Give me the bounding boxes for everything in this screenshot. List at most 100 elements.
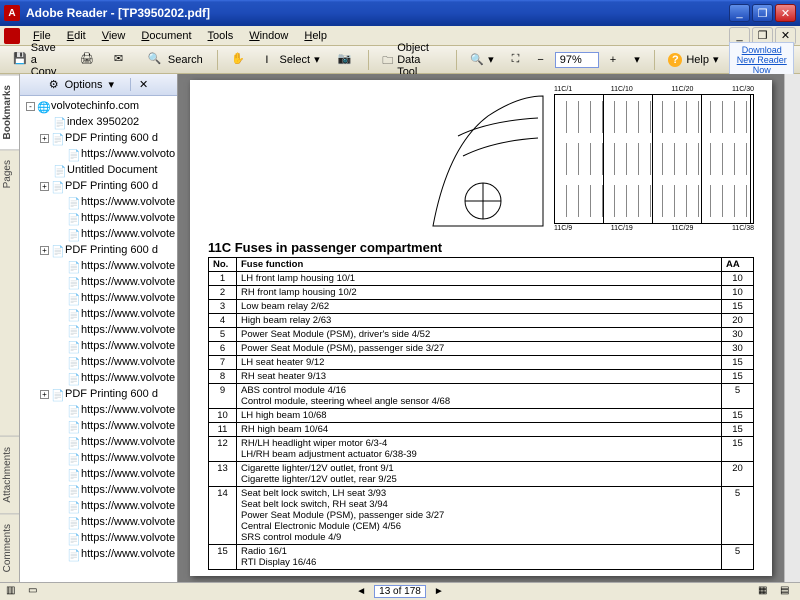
tree-item[interactable]: 📄https://www.volvoto (22, 146, 175, 162)
next-page-button[interactable]: ► (434, 586, 444, 597)
expand-icon[interactable]: + (40, 390, 49, 399)
tree-item[interactable]: 📄https://www.volvotec (22, 402, 175, 418)
menu-tools[interactable]: Tools (201, 28, 241, 44)
vertical-scrollbar[interactable] (784, 74, 800, 582)
tab-comments[interactable]: Comments (0, 513, 19, 582)
zoom-drop-button[interactable]: ▾ (627, 49, 647, 71)
menu-edit[interactable]: Edit (60, 28, 93, 44)
cell-no: 4 (209, 314, 237, 328)
separator (456, 50, 457, 70)
separator (368, 50, 369, 70)
search-button[interactable]: 🔍Search (141, 49, 210, 71)
tab-pages[interactable]: Pages (0, 149, 19, 198)
zoom-out-button[interactable]: − (530, 49, 550, 71)
select-tool-button[interactable]: I Select▾ (258, 49, 326, 71)
tree-item[interactable]: 📄https://www.volvotec (22, 546, 175, 562)
save-copy-button[interactable]: 💾Save a Copy (6, 49, 69, 71)
cell-aa: 5 (722, 384, 754, 409)
table-row: 5Power Seat Module (PSM), driver's side … (209, 328, 754, 342)
tree-item[interactable]: 📄https://www.volvotec (22, 258, 175, 274)
tree-item[interactable]: 📄https://www.volvotec (22, 306, 175, 322)
cell-aa: 15 (722, 423, 754, 437)
zoom-input[interactable] (555, 52, 599, 68)
cell-fn: LH high beam 10/68 (237, 409, 722, 423)
zoom-plus-button[interactable]: + (603, 49, 623, 71)
bookmarks-tree[interactable]: -🌐volvotechinfo.com📄index 3950202+📄PDF P… (20, 96, 177, 582)
tree-item[interactable]: 📄https://www.volvotec (22, 514, 175, 530)
menu-view[interactable]: View (95, 28, 133, 44)
view-mode-icon[interactable]: ▦ (758, 585, 772, 599)
tree-item[interactable]: 📄https://www.volvotec (22, 450, 175, 466)
cell-no: 5 (209, 328, 237, 342)
table-row: 10LH high beam 10/6815 (209, 409, 754, 423)
snapshot-button[interactable]: 📷 (331, 49, 361, 71)
help-button[interactable]: ?Help▾ (661, 49, 725, 71)
bookmark-icon: 📄 (51, 132, 63, 144)
tree-label: https://www.volvotec (81, 258, 175, 274)
tree-item[interactable]: +📄PDF Printing 600 d (22, 130, 175, 146)
tree-item[interactable]: 📄https://www.volvotec (22, 322, 175, 338)
tree-label: https://www.volvotec (81, 402, 175, 418)
tree-item[interactable]: 📄https://www.volvotec (22, 354, 175, 370)
zoom-in-button[interactable]: 🔍▾ (463, 49, 500, 71)
expand-icon[interactable]: + (40, 134, 49, 143)
bookmark-icon: 📄 (67, 500, 79, 512)
table-row: 1LH front lamp housing 10/110 (209, 272, 754, 286)
minimize-button[interactable]: _ (729, 4, 750, 22)
bookmark-icon: 📄 (67, 276, 79, 288)
tree-item[interactable]: +📄PDF Printing 600 d (22, 386, 175, 402)
collapse-pane-button[interactable]: ✕ (130, 78, 148, 91)
tree-item[interactable]: 📄https://www.volvotec (22, 498, 175, 514)
tree-item[interactable]: 📄https://www.volvotec (22, 290, 175, 306)
options-label[interactable]: Options (65, 79, 103, 91)
view-mode2-icon[interactable]: ▤ (780, 585, 794, 599)
bookmark-icon: 📄 (51, 180, 63, 192)
tree-item[interactable]: 📄https://www.volvotec (22, 466, 175, 482)
cell-no: 14 (209, 487, 237, 545)
layout-continuous-icon[interactable]: ▥ (6, 585, 20, 599)
bookmarks-header: ⚙Options▾ ✕ (20, 74, 177, 96)
mail-button[interactable]: ✉ (107, 49, 137, 71)
layout-single-icon[interactable]: ▭ (28, 585, 42, 599)
expand-icon[interactable]: + (40, 182, 49, 191)
tree-item[interactable]: 📄Untitled Document (22, 162, 175, 178)
cell-fn: LH front lamp housing 10/1 (237, 272, 722, 286)
tree-item[interactable]: 📄https://www.volvotec (22, 226, 175, 242)
tree-item[interactable]: 📄https://www.volvotec (22, 338, 175, 354)
menu-help[interactable]: Help (297, 28, 334, 44)
tree-label: index 3950202 (67, 114, 139, 130)
expand-icon[interactable]: - (26, 102, 35, 111)
print-icon: 🖨 (80, 52, 96, 68)
tree-item[interactable]: 📄https://www.volvotec (22, 434, 175, 450)
menu-window[interactable]: Window (242, 28, 295, 44)
tree-item[interactable]: 📄https://www.volvotec (22, 370, 175, 386)
tree-item[interactable]: 📄https://www.volvotec (22, 482, 175, 498)
tree-item[interactable]: +📄PDF Printing 600 d (22, 242, 175, 258)
tab-attachments[interactable]: Attachments (0, 436, 19, 513)
print-button[interactable]: 🖨 (73, 49, 103, 71)
tree-item[interactable]: 📄https://www.volvotec (22, 210, 175, 226)
tree-item[interactable]: 📄https://www.volvotec (22, 530, 175, 546)
tree-item[interactable]: 📄https://www.volvotec (22, 418, 175, 434)
zoom-fit-button[interactable]: ⛶ (505, 49, 527, 71)
tab-bookmarks[interactable]: Bookmarks (0, 74, 19, 149)
tree-item[interactable]: 📄https://www.volvotec (22, 274, 175, 290)
object-data-tool-button[interactable]: 🗀Object Data Tool (375, 49, 449, 71)
document-area[interactable]: 11C/111C/1011C/2011C/30 11C/911C/1911C/2… (178, 74, 784, 582)
expand-icon[interactable]: + (40, 246, 49, 255)
tree-item[interactable]: 📄https://www.volvotec (22, 194, 175, 210)
page-indicator[interactable]: 13 of 178 (374, 585, 426, 598)
tree-item[interactable]: +📄PDF Printing 600 d (22, 178, 175, 194)
tree-item[interactable]: -🌐volvotechinfo.com (22, 98, 175, 114)
prev-page-button[interactable]: ◄ (356, 586, 366, 597)
bookmark-icon: 📄 (67, 372, 79, 384)
cell-no: 12 (209, 437, 237, 462)
maximize-button[interactable]: ❐ (752, 4, 773, 22)
close-button[interactable]: ✕ (775, 4, 796, 22)
hand-tool-button[interactable]: ✋ (224, 49, 254, 71)
cell-fn: RH/LH headlight wiper motor 6/3-4LH/RH b… (237, 437, 722, 462)
tree-item[interactable]: 📄index 3950202 (22, 114, 175, 130)
bookmark-icon: 📄 (53, 116, 65, 128)
menu-document[interactable]: Document (134, 28, 198, 44)
download-new-reader-link[interactable]: Download New Reader Now (729, 42, 794, 78)
